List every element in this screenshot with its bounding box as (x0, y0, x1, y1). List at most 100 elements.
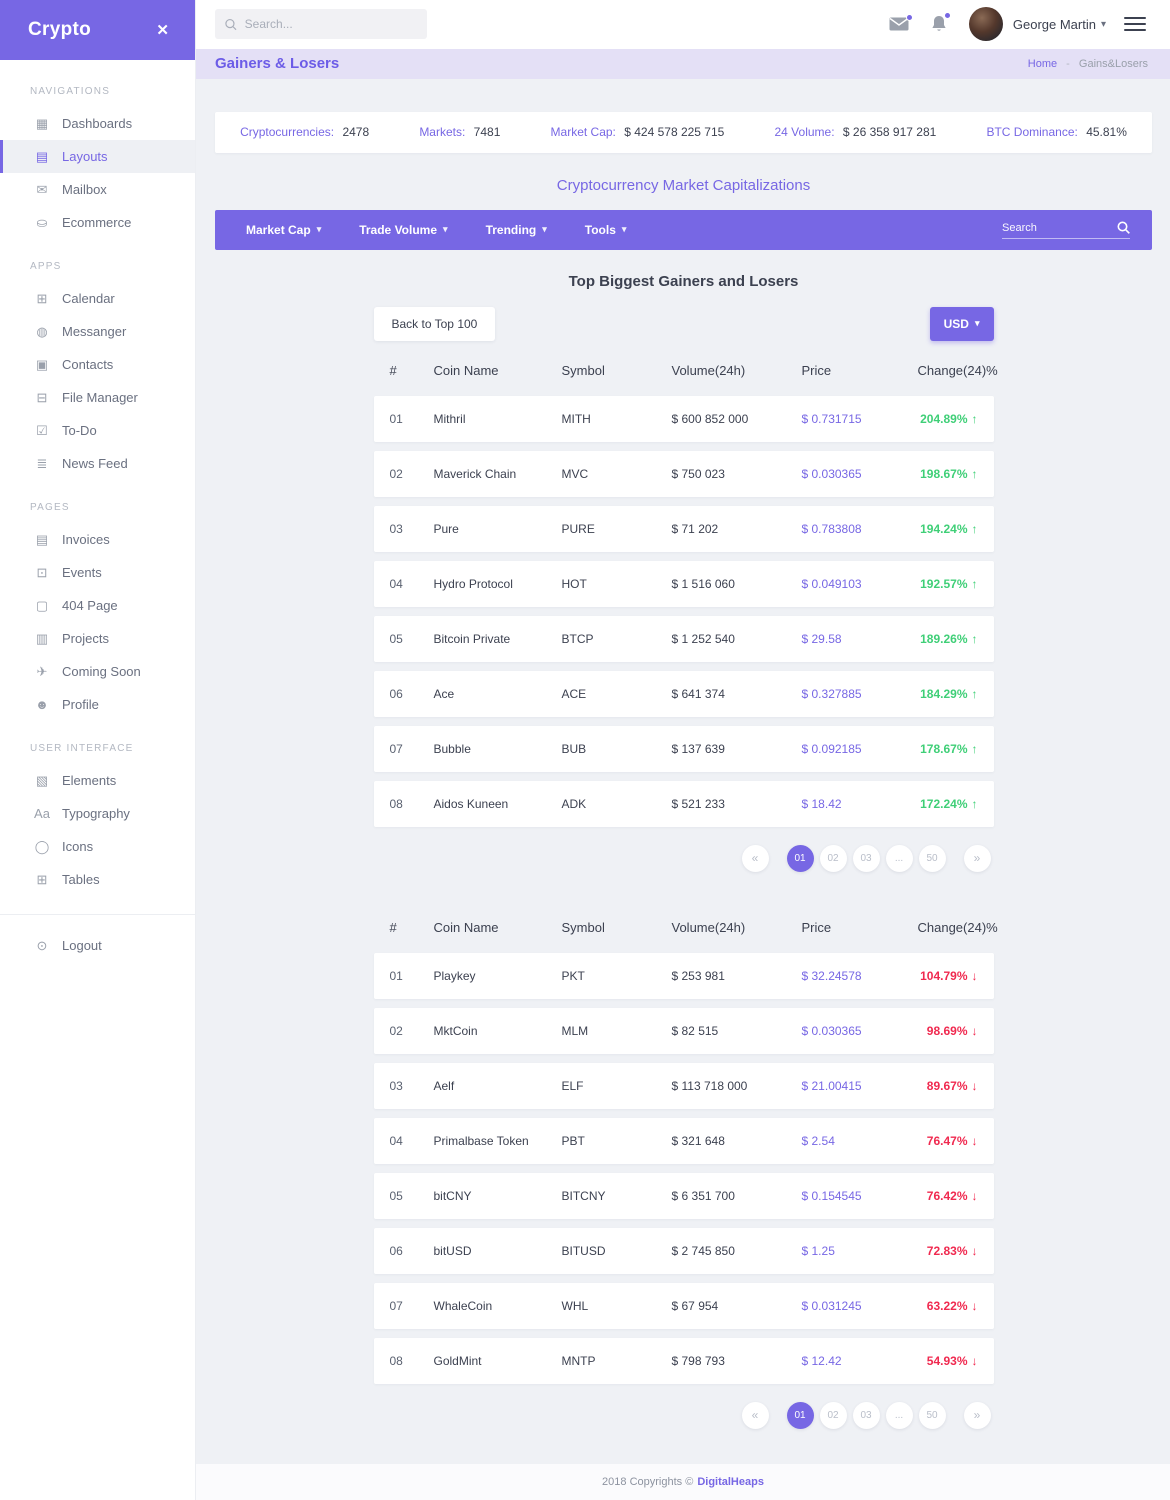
breadcrumb-home[interactable]: Home (1027, 57, 1058, 70)
stat-item: 24 Volume: $ 26 358 917 281 (775, 125, 937, 139)
coin-volume: $ 321 648 (671, 1133, 725, 1148)
stat-value: $ 424 578 225 715 (624, 125, 725, 140)
pagination-pages: 01 02 03... 50 (784, 1401, 949, 1429)
coin-price: $ 0.030365 (801, 466, 862, 481)
sidebar-item-logout[interactable]: ⊙ Logout (0, 929, 195, 962)
change-value: 104.79% (920, 968, 968, 983)
sidebar-item[interactable]: ◯ Icons (0, 830, 195, 863)
table-row[interactable]: 05 bitCNY BITCNY $ 6 351 700 $ 0.154545 … (373, 1172, 994, 1219)
table-row[interactable]: 03 Pure PURE $ 71 202 $ 0.783808 194.24%… (373, 505, 994, 552)
pagination-page-button[interactable]: ... (885, 844, 913, 872)
sidebar-item-label: File Manager (62, 390, 138, 405)
sidebar-item[interactable]: ▤ Layouts (0, 140, 195, 173)
sidebar-item[interactable]: ▥ Projects (0, 622, 195, 655)
coin-name: Playkey (433, 968, 476, 983)
currency-dropdown[interactable]: USD ▾ (929, 306, 994, 341)
pagination-prev-button[interactable]: « (741, 1401, 769, 1429)
change-value: 198.67% (920, 466, 968, 481)
table-row[interactable]: 05 Bitcoin Private BTCP $ 1 252 540 $ 29… (373, 615, 994, 662)
mail-button[interactable] (889, 14, 913, 31)
sidebar-item[interactable]: Aa Typography (0, 797, 195, 830)
sidebar-item[interactable]: ⊡ Events (0, 556, 195, 589)
back-to-top-100-button[interactable]: Back to Top 100 (373, 306, 496, 341)
pagination-page-button[interactable]: 03 (852, 1401, 880, 1429)
avatar[interactable] (968, 7, 1003, 42)
sidebar-item[interactable]: ▢ 404 Page (0, 589, 195, 622)
page-title: Gainers & Losers (215, 55, 340, 73)
coin-change: 189.26% ↑ (918, 632, 977, 646)
column-header-volume: Volume(24h) (671, 920, 746, 936)
pagination-next-button[interactable]: » (963, 844, 991, 872)
table-row[interactable]: 08 Aidos Kuneen ADK $ 521 233 $ 18.42 17… (373, 780, 994, 827)
sidebar-item[interactable]: ⛀ Ecommerce (0, 206, 195, 239)
notifications-button[interactable] (931, 12, 951, 33)
sidebar-item[interactable]: ⊟ File Manager (0, 381, 195, 414)
sidebar-divider (0, 914, 195, 915)
sidebar-item-label: Icons (62, 839, 94, 854)
table-row[interactable]: 07 WhaleCoin WHL $ 67 954 $ 0.031245 63.… (373, 1282, 994, 1329)
sidebar-item-label: To-Do (62, 423, 97, 438)
pagination-page-button[interactable]: 50 (918, 844, 946, 872)
toolbar-menu-item[interactable]: Market Cap ▾ (236, 223, 331, 237)
hamburger-menu-icon[interactable] (1124, 13, 1146, 35)
nav-section-apps: ⊞ Calendar ◍ Messanger ▣ Contacts ⊟ File… (0, 282, 195, 480)
coin-name: Hydro Protocol (433, 576, 513, 591)
toolbar-menu-item[interactable]: Tools ▾ (575, 223, 637, 237)
sidebar-item[interactable]: ▦ Dashboards (0, 107, 195, 140)
sidebar-item[interactable]: ◍ Messanger (0, 315, 195, 348)
brand-tools-icon[interactable]: ✕ (156, 22, 169, 39)
sidebar-item[interactable]: ☑ To-Do (0, 414, 195, 447)
table-row[interactable]: 04 Hydro Protocol HOT $ 1 516 060 $ 0.04… (373, 560, 994, 607)
sidebar-item[interactable]: ⊞ Tables (0, 863, 195, 896)
pagination-page-button[interactable]: 01 (786, 1401, 814, 1429)
pagination-page-button[interactable]: 02 (819, 844, 847, 872)
table-row[interactable]: 07 Bubble BUB $ 137 639 $ 0.092185 178.6… (373, 725, 994, 772)
table-row[interactable]: 01 Mithril MITH $ 600 852 000 $ 0.731715… (373, 395, 994, 442)
toolbar-menu-item[interactable]: Trending ▾ (476, 223, 557, 237)
copyright-text: 2018 Copyrights © (602, 1475, 694, 1488)
sidebar-item[interactable]: ≣ News Feed (0, 447, 195, 480)
coin-change: 172.24% ↑ (918, 797, 977, 811)
column-header-volume: Volume(24h) (671, 363, 746, 379)
sidebar-item[interactable]: ⊞ Calendar (0, 282, 195, 315)
sidebar-item[interactable]: ☻ Profile (0, 688, 195, 721)
chevron-down-icon: ▾ (443, 224, 448, 235)
pagination-page-button[interactable]: 02 (819, 1401, 847, 1429)
pagination-next-button[interactable]: » (963, 1401, 991, 1429)
sidebar-item[interactable]: ✈ Coming Soon (0, 655, 195, 688)
table-row[interactable]: 03 Aelf ELF $ 113 718 000 $ 21.00415 89.… (373, 1062, 994, 1109)
brand-logo[interactable]: Crypto (28, 19, 92, 40)
coin-name: bitUSD (433, 1243, 472, 1258)
coin-price: $ 21.00415 (801, 1078, 862, 1093)
search-input[interactable] (244, 17, 417, 32)
toolbar-menu-item[interactable]: Trade Volume ▾ (349, 223, 457, 237)
user-menu[interactable]: George Martin (1012, 16, 1096, 32)
table-row[interactable]: 06 Ace ACE $ 641 374 $ 0.327885 184.29% ↑ (373, 670, 994, 717)
sidebar-item[interactable]: ▤ Invoices (0, 523, 195, 556)
coin-volume: $ 750 023 (671, 466, 725, 481)
coin-symbol: MNTP (561, 1353, 596, 1368)
pagination-page-button[interactable]: ... (885, 1401, 913, 1429)
table-row[interactable]: 02 MktCoin MLM $ 82 515 $ 0.030365 98.69… (373, 1007, 994, 1054)
pagination-page-button[interactable]: 03 (852, 844, 880, 872)
losers-table-header: # Coin Name Symbol Volume(24h) Price Cha… (374, 912, 998, 944)
table-row[interactable]: 04 Primalbase Token PBT $ 321 648 $ 2.54… (373, 1117, 994, 1164)
sidebar-item[interactable]: ▧ Elements (0, 764, 195, 797)
chevron-down-icon[interactable]: ▾ (1100, 18, 1106, 30)
toolbar-search[interactable]: Search (1002, 221, 1130, 239)
pagination-page-button[interactable]: 50 (918, 1401, 946, 1429)
table-row[interactable]: 01 Playkey PKT $ 253 981 $ 32.24578 104.… (373, 952, 994, 999)
stat-label: BTC Dominance: (986, 125, 1078, 140)
table-row[interactable]: 02 Maverick Chain MVC $ 750 023 $ 0.0303… (373, 450, 994, 497)
table-row[interactable]: 06 bitUSD BITUSD $ 2 745 850 $ 1.25 72.8… (373, 1227, 994, 1274)
sidebar-item[interactable]: ▣ Contacts (0, 348, 195, 381)
sidebar-item[interactable]: ✉ Mailbox (0, 173, 195, 206)
coin-name: Pure (433, 521, 459, 536)
pagination-prev-button[interactable]: « (741, 844, 769, 872)
footer-brand-link[interactable]: DigitalHeaps (697, 1475, 764, 1488)
pagination-page-button[interactable]: 01 (786, 844, 814, 872)
sidebar-item-label: News Feed (62, 456, 128, 471)
table-row[interactable]: 08 GoldMint MNTP $ 798 793 $ 12.42 54.93… (373, 1337, 994, 1384)
section-title: Top Biggest Gainers and Losers (568, 272, 799, 290)
coin-name: Maverick Chain (433, 466, 517, 481)
